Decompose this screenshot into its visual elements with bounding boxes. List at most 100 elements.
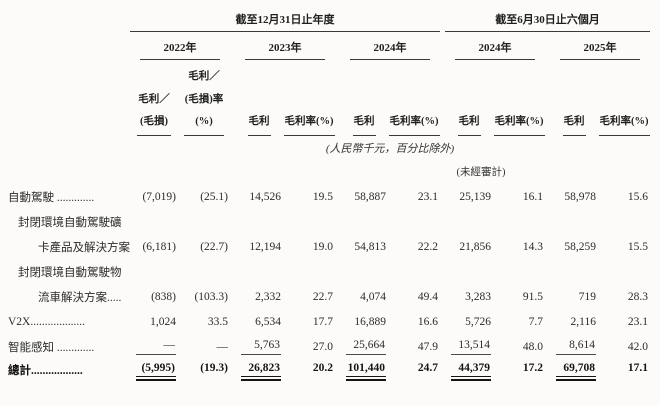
cell-value: 33.5 xyxy=(207,315,228,328)
cell-value: 5,763 xyxy=(235,334,283,359)
column-header-label: 毛利率(%) xyxy=(388,111,440,136)
cell-value: 69,708 xyxy=(550,359,598,396)
col-header-gross-margin: 毛利率(%) xyxy=(598,60,650,136)
cell-value: (7,019) xyxy=(142,190,176,203)
cell-value: 54,813 xyxy=(354,240,386,253)
cell-value: 14.3 xyxy=(522,240,543,253)
year-header-2024-interim: 2024年 xyxy=(445,32,545,60)
cell-value: 16,889 xyxy=(354,315,386,328)
empty-cell xyxy=(130,209,650,234)
table-row: 封閉環境自動駕駛礦 xyxy=(0,209,650,234)
corner-cell xyxy=(0,8,130,32)
cell-value: 8,614 xyxy=(550,334,598,359)
cell-value: 44,379 xyxy=(445,359,493,396)
cell-value: 19.5 xyxy=(312,190,333,203)
total-value-double-rule: 44,379 xyxy=(451,362,491,381)
column-header-label: 毛利率(%) xyxy=(283,111,335,136)
corner-cell xyxy=(0,60,130,136)
table-row: 封閉環境自動駕駛物 xyxy=(0,259,650,284)
row-label: 封閉環境自動駕駛物 xyxy=(18,266,122,279)
unit-note-row: (人民幣千元，百分比除外) xyxy=(0,136,650,159)
currency-unit-note: (人民幣千元，百分比除外) xyxy=(325,142,455,155)
cell-value: 719 xyxy=(578,290,596,303)
year-header-2024: 2024年 xyxy=(340,32,440,60)
corner-cell xyxy=(0,159,130,184)
cell-value: (103.3) xyxy=(194,290,228,303)
table-row: 自動駕駛 ............. (7,019) (25.1) 14,526 19.… xyxy=(0,184,650,209)
cell-value: 25,139 xyxy=(459,190,491,203)
cell-value: — xyxy=(130,334,178,359)
cell-value: 17.7 xyxy=(312,315,333,328)
cell-value: 15.6 xyxy=(627,190,649,203)
row-label: V2X................... xyxy=(8,315,85,328)
year-header-2022: 2022年 xyxy=(130,32,230,60)
cell-value: 28.3 xyxy=(627,290,649,303)
period-header-row: 截至12月31日止年度 截至6月30日止六個月 xyxy=(0,8,651,32)
col-header-gross-margin-loss-rate: 毛利／ (毛損)率 (%) xyxy=(178,60,230,136)
column-header-label: 毛利／ (毛損) xyxy=(137,89,171,136)
cell-value: 25,664 xyxy=(340,334,388,359)
col-header-gross-profit: 毛利 xyxy=(235,60,283,136)
row-label: 流車解決方案..... xyxy=(38,291,122,304)
gross-profit-by-segment-table: 截至12月31日止年度 截至6月30日止六個月 2022年 2023年 2024… xyxy=(0,8,651,396)
column-header-label: 毛利率(%) xyxy=(598,111,650,136)
col-header-gross-margin: 毛利率(%) xyxy=(388,60,440,136)
cell-value: 58,887 xyxy=(354,190,386,203)
table-body: 自動駕駛 ............. (7,019) (25.1) 14,526 19.… xyxy=(0,184,650,396)
year-label: 2022年 xyxy=(140,39,220,60)
total-value-double-rule: 26,823 xyxy=(241,362,281,381)
column-header-label: 毛利率(%) xyxy=(493,111,545,136)
subtotal-rule-value: 8,614 xyxy=(556,339,596,355)
year-header-2025-interim: 2025年 xyxy=(550,32,650,60)
row-label: 卡產品及解決方案 xyxy=(38,241,130,254)
cell-value: 16.6 xyxy=(417,315,438,328)
empty-cell xyxy=(130,259,650,284)
cell-value: 2,116 xyxy=(570,315,596,328)
cell-value: 2,332 xyxy=(255,290,281,303)
col-header-gross-profit-loss: 毛利／ (毛損) xyxy=(130,60,178,136)
cell-value: 26,823 xyxy=(235,359,283,396)
column-header-row: 毛利／ (毛損) 毛利／ (毛損)率 (%) 毛利 毛利率(%) 毛利 毛利率(… xyxy=(0,60,650,136)
period-annual-header: 截至12月31日止年度 xyxy=(130,8,440,32)
cell-value: (838) xyxy=(151,290,176,303)
subtotal-rule-value: 13,514 xyxy=(451,339,491,355)
total-value-double-rule: 101,440 xyxy=(346,362,386,381)
cell-value: 48.0 xyxy=(522,340,543,353)
cell-value: 15.5 xyxy=(627,240,649,253)
table-row: 流車解決方案..... (838) (103.3) 2,332 22.7 4,074 49.… xyxy=(0,284,650,309)
year-header-row: 2022年 2023年 2024年 2024年 2025年 xyxy=(0,32,650,60)
cell-value: 27.0 xyxy=(312,340,333,353)
year-header-2023: 2023年 xyxy=(235,32,335,60)
table-row: V2X................... 1,024 33.5 6,534 17.7… xyxy=(0,309,650,334)
cell-value: 12,194 xyxy=(249,240,281,253)
subtotal-rule-value: — xyxy=(136,339,176,355)
cell-value: 23.1 xyxy=(417,190,438,203)
row-label: 總計.................. xyxy=(8,365,83,377)
cell-value: 7.7 xyxy=(528,315,543,328)
total-value-double-rule: 69,708 xyxy=(556,362,596,381)
subtotal-rule-value: 25,664 xyxy=(346,339,386,355)
cell-value: 19.0 xyxy=(312,240,333,253)
corner-cell xyxy=(0,136,130,159)
empty-cell xyxy=(130,159,440,184)
column-header-label: 毛利 xyxy=(562,111,586,136)
cell-value: 6,534 xyxy=(255,315,281,328)
row-label: 智能感知 ............. xyxy=(8,341,95,354)
cell-value: (25.1) xyxy=(200,190,228,203)
period-interim-label: 截至6月30日止六個月 xyxy=(445,11,651,32)
total-row: 總計.................. (5,995) (19.3) 26,823 2… xyxy=(0,359,650,396)
total-value-double-rule: (5,995) xyxy=(136,362,176,381)
year-label: 2024年 xyxy=(455,39,535,60)
corner-cell xyxy=(0,32,130,60)
unaudited-note-row: (未經審計) xyxy=(0,159,650,184)
column-header-label: 毛利 xyxy=(457,111,481,136)
year-label: 2024年 xyxy=(350,39,430,60)
cell-value: 4,074 xyxy=(360,290,386,303)
period-interim-header: 截至6月30日止六個月 xyxy=(445,8,651,32)
cell-value: 24.7 xyxy=(417,362,438,374)
year-label: 2025年 xyxy=(560,39,641,60)
cell-value: 21,856 xyxy=(459,240,491,253)
period-annual-label: 截至12月31日止年度 xyxy=(130,11,440,32)
row-label: 封閉環境自動駕駛礦 xyxy=(18,216,122,229)
